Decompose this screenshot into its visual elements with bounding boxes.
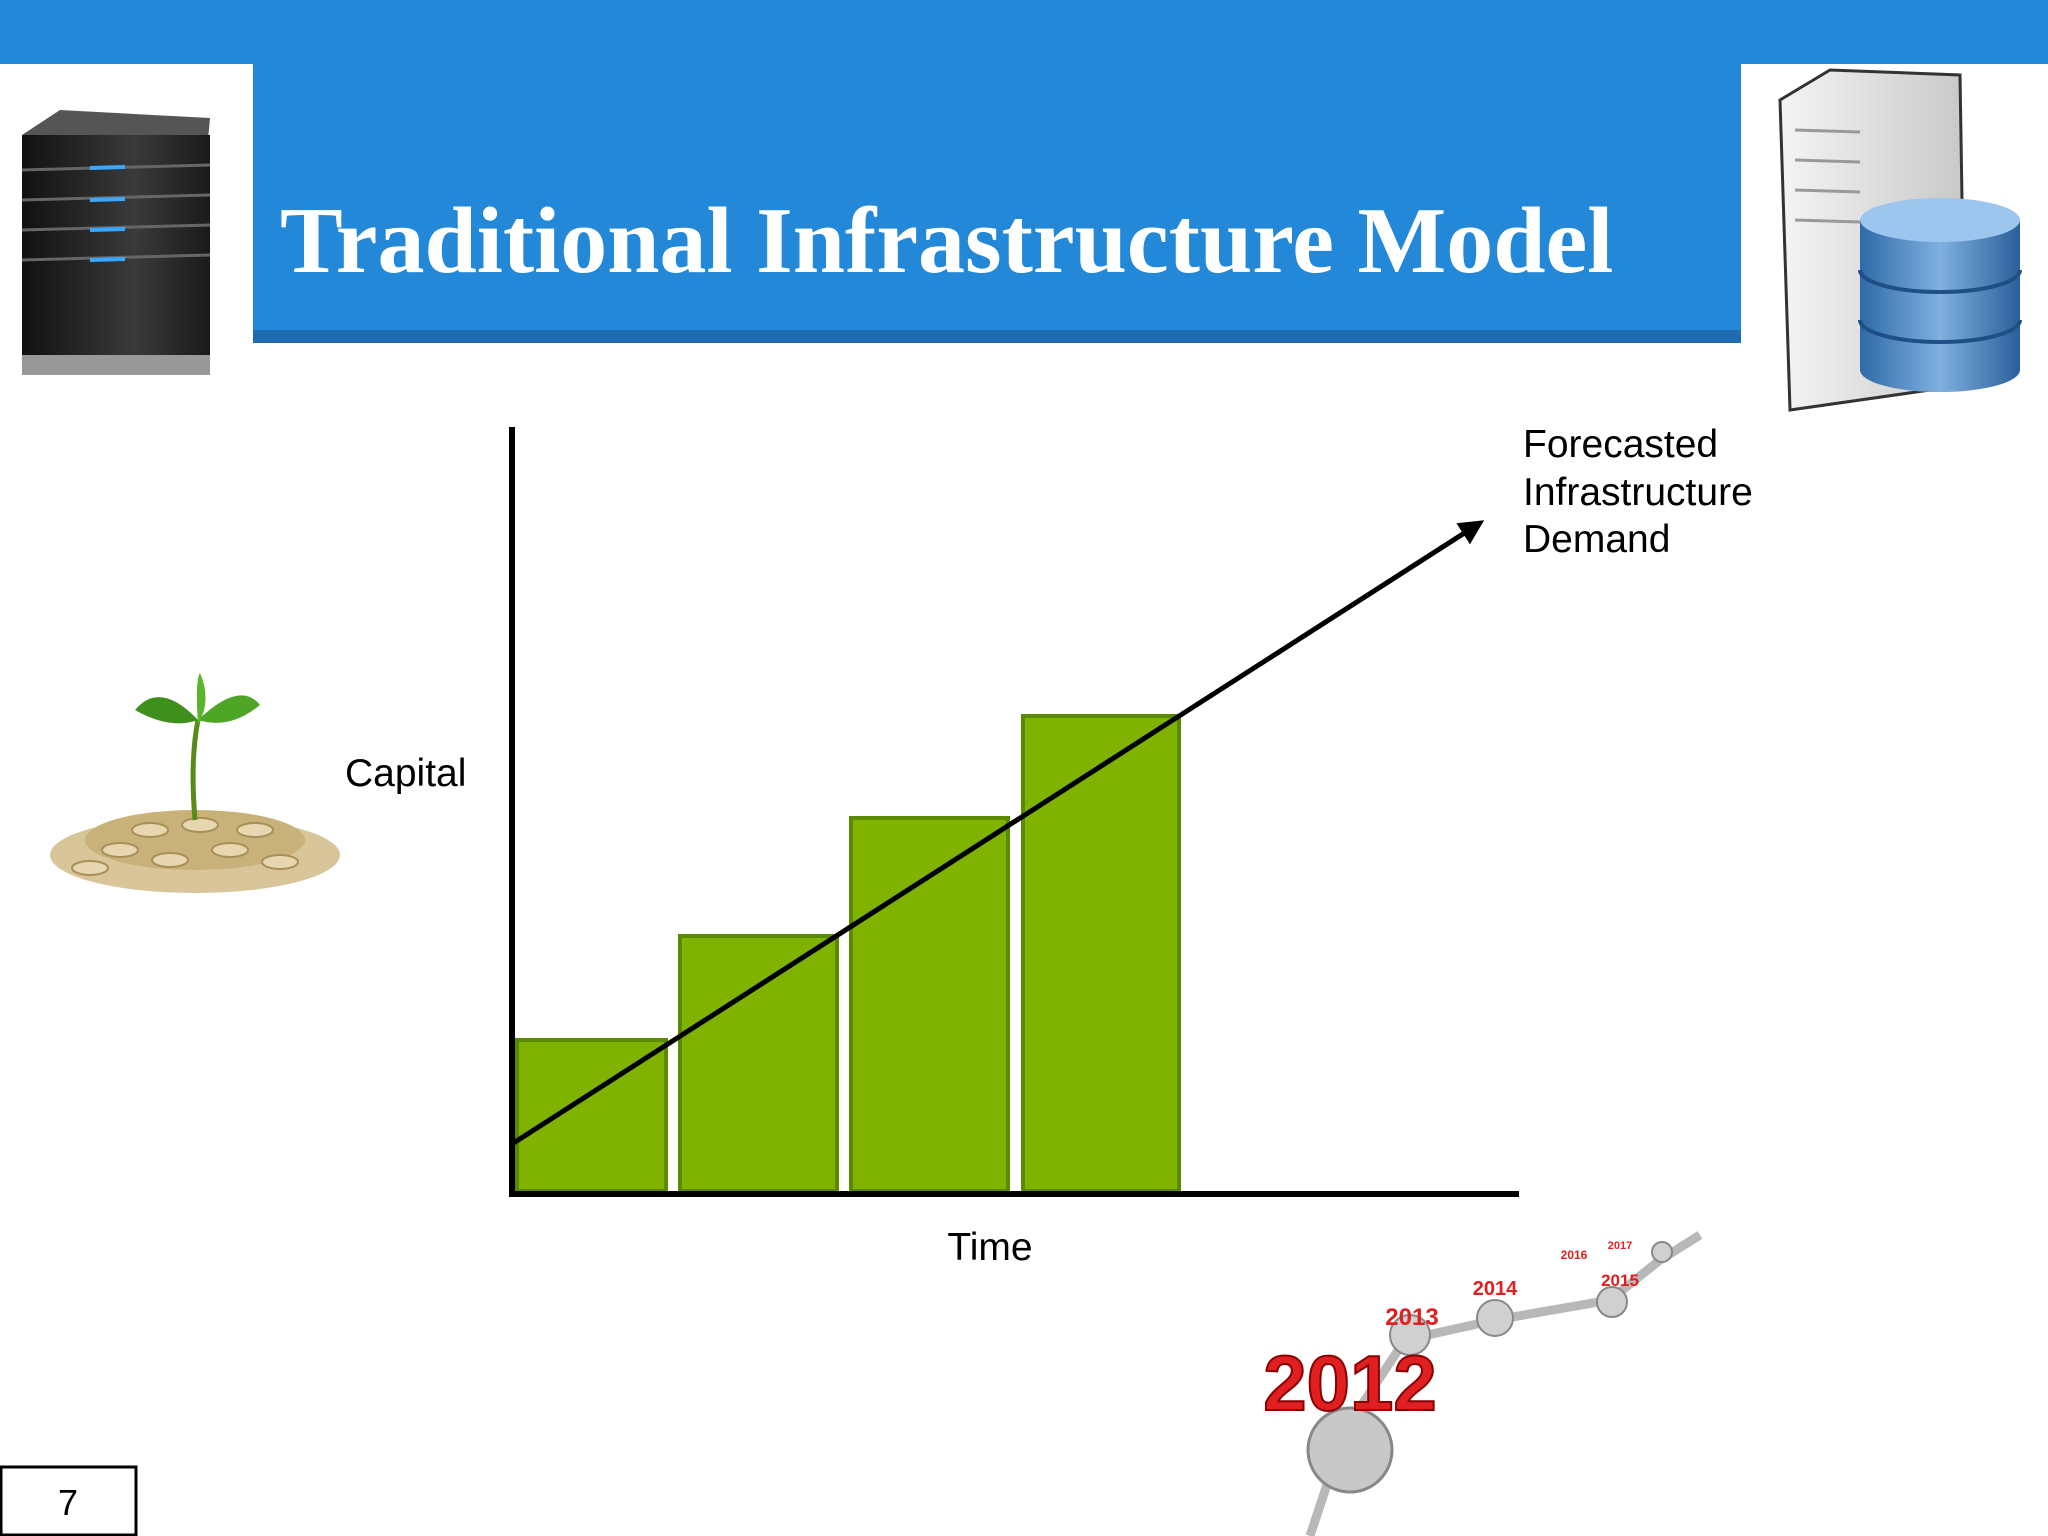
bar [1021,714,1181,1193]
bar [849,816,1010,1193]
title: Traditional Infrastructure Model [280,189,1613,293]
bar [678,934,839,1193]
page-number-box [0,1465,138,1536]
line-label: Forecasted Infrastructure Demand [1523,423,1764,561]
title-bar [253,0,1741,343]
y-axis-label: Capital [345,752,466,795]
line-label-line: Infrastructure [1523,471,1753,514]
timeline-year: 2017 [1608,1240,1632,1252]
timeline-year: 2013 [1385,1304,1438,1331]
timeline-year: 2015 [1601,1271,1639,1290]
line-label-line: Forecasted [1523,423,1718,466]
demand-line [510,520,1485,1147]
diagram: Capital Time Forecasted Infrastructure D… [345,423,1764,1269]
page-number: 7 [58,1482,78,1523]
timeline-image: 2012 2013 2014 2015 2016 2017 [1262,1231,1703,1536]
title-underline [253,330,1741,343]
database-icon [1778,68,2022,412]
line-label-line: Demand [1523,518,1670,561]
server-icon [21,110,211,375]
timeline-year: 2012 [1263,1339,1437,1427]
timeline-year: 2016 [1561,1248,1588,1262]
bar [515,1038,668,1193]
x-axis-label: Time [947,1226,1032,1269]
plant-coins-image [50,673,340,893]
timeline-year: 2014 [1473,1278,1518,1300]
